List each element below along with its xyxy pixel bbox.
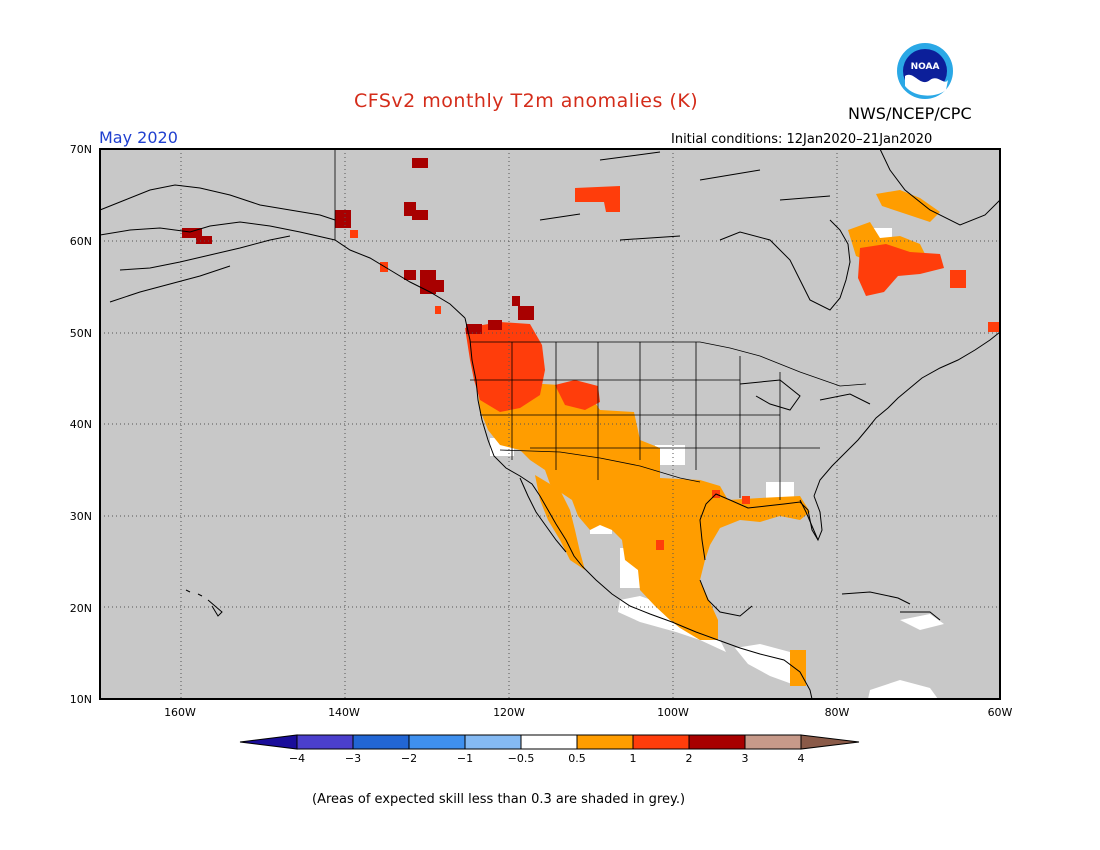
colorbar-swatch — [296, 734, 354, 750]
lat-label-70n: 70N — [69, 143, 92, 156]
political-borders — [334, 149, 867, 500]
lat-label-40n: 40N — [69, 418, 92, 431]
coastlines — [99, 148, 1001, 700]
lon-label-60w: 60W — [987, 706, 1013, 719]
colorbar-swatch — [744, 734, 802, 750]
colorbar-label: 0.5 — [568, 752, 586, 765]
colorbar-swatch — [576, 734, 634, 750]
lon-label-80w: 80W — [824, 706, 850, 719]
colorbar-label: −3 — [344, 752, 362, 765]
colorbar-swatch — [352, 734, 410, 750]
colorbar-label: −0.5 — [507, 752, 535, 765]
anomaly-darkred — [182, 158, 534, 334]
colorbar-label: −1 — [456, 752, 474, 765]
colorbar-swatch — [408, 734, 466, 750]
colorbar-label: 3 — [741, 752, 749, 765]
lon-label-140w: 140W — [328, 706, 360, 719]
lon-label-120w: 120W — [493, 706, 525, 719]
colorbar-arrow-low — [239, 734, 298, 750]
anomaly-red — [350, 186, 1000, 550]
lon-label-160w: 160W — [164, 706, 196, 719]
colorbar-swatch — [520, 734, 578, 750]
lon-label-100w: 100W — [657, 706, 689, 719]
lat-label-60n: 60N — [69, 235, 92, 248]
noaa-logo-text: NOAA — [911, 62, 940, 72]
colorbar-arrow-high — [800, 734, 860, 750]
lat-label-30n: 30N — [69, 510, 92, 523]
colorbar — [239, 734, 860, 750]
noaa-logo: NOAA — [896, 42, 954, 100]
colorbar-label: 2 — [685, 752, 693, 765]
initial-conditions: Initial conditions: 12Jan2020–21Jan2020 — [671, 132, 933, 147]
skill-caption: (Areas of expected skill less than 0.3 a… — [312, 792, 686, 807]
colorbar-label: 4 — [797, 752, 805, 765]
colorbar-swatch — [464, 734, 522, 750]
agency-label: NWS/NCEP/CPC — [848, 104, 972, 123]
chart-title: CFSv2 monthly T2m anomalies (K) — [354, 90, 699, 112]
map-frame — [99, 148, 1001, 700]
colorbar-swatch — [632, 734, 690, 750]
colorbar-label: −4 — [288, 752, 306, 765]
colorbar-label: 1 — [629, 752, 637, 765]
colorbar-swatch — [688, 734, 746, 750]
colorbar-label: −2 — [400, 752, 418, 765]
lat-label-50n: 50N — [69, 327, 92, 340]
forecast-month: May 2020 — [99, 128, 178, 147]
lat-label-10n: 10N — [69, 693, 92, 706]
lat-label-20n: 20N — [69, 602, 92, 615]
